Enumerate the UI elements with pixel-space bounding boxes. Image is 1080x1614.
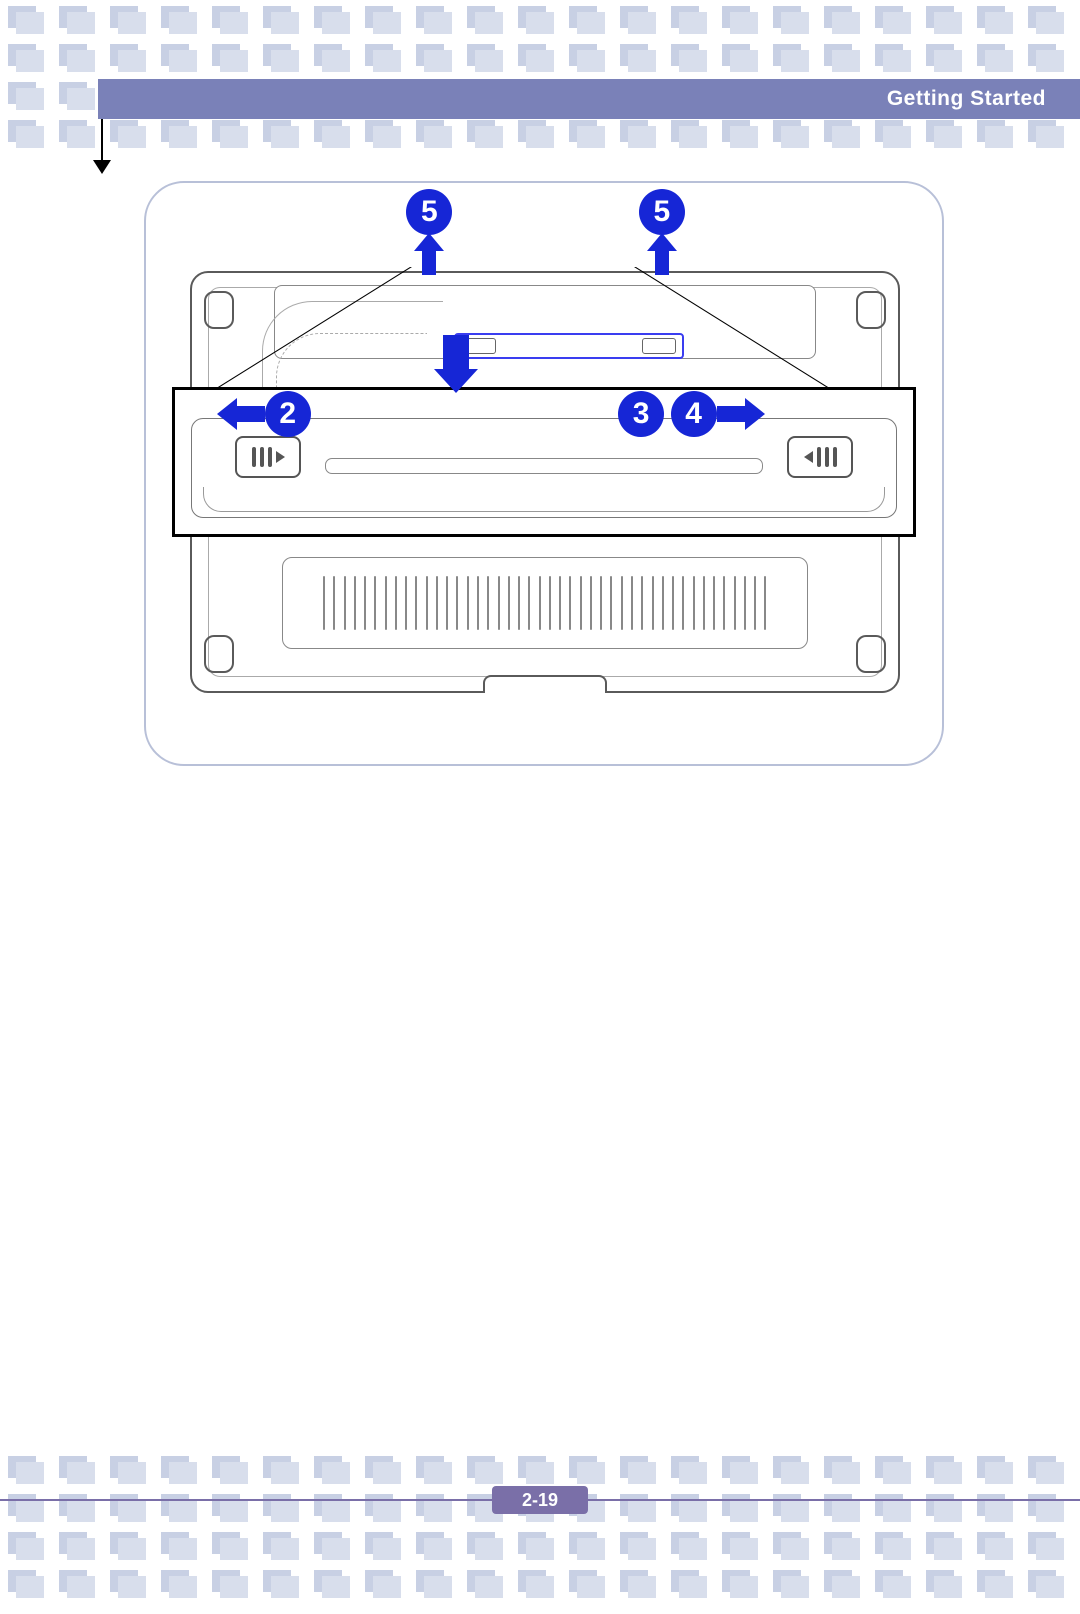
- decorative-tiles-bottom: [0, 1456, 1080, 1614]
- header-side-arrow-icon: [93, 160, 111, 174]
- section-header-title: Getting Started: [887, 87, 1046, 111]
- tile-row: [0, 44, 1080, 76]
- tile-row: [0, 6, 1080, 38]
- zoom-seam: [325, 458, 763, 474]
- arrow-left-icon: [217, 398, 265, 430]
- bottom-notch: [483, 675, 607, 693]
- latch-right: [787, 436, 853, 478]
- callout-4: 4: [671, 391, 717, 437]
- latch-small-right: [642, 338, 676, 354]
- zoom-arrow-down-icon: [443, 335, 478, 393]
- latch-highlight: [454, 333, 684, 359]
- diagram-frame: 5 5 2 3 4: [144, 181, 944, 766]
- tile-row: [0, 1456, 1080, 1488]
- callout-5-left: 5: [406, 189, 452, 235]
- callout-5-right: 5: [639, 189, 685, 235]
- tile-row: [0, 120, 1080, 152]
- callout-2: 2: [265, 391, 311, 437]
- access-panel: [282, 557, 808, 649]
- page-number-pill: 2-19: [492, 1486, 588, 1514]
- foot-top-left: [204, 291, 234, 329]
- arrow-up-icon: [647, 233, 677, 275]
- zoom-bottom-curve: [203, 487, 885, 512]
- arrow-up-icon: [414, 233, 444, 275]
- tile-row: [0, 1570, 1080, 1602]
- latch-left: [235, 436, 301, 478]
- vent-slots: [323, 576, 767, 630]
- foot-top-right: [856, 291, 886, 329]
- tile-row: [0, 1532, 1080, 1564]
- header-side-line: [101, 119, 103, 163]
- arrow-right-icon: [717, 398, 765, 430]
- page-number: 2-19: [522, 1490, 558, 1511]
- decorative-tiles-top: [0, 0, 1080, 152]
- section-header: Getting Started: [98, 79, 1080, 119]
- foot-bottom-left: [204, 635, 234, 673]
- foot-bottom-right: [856, 635, 886, 673]
